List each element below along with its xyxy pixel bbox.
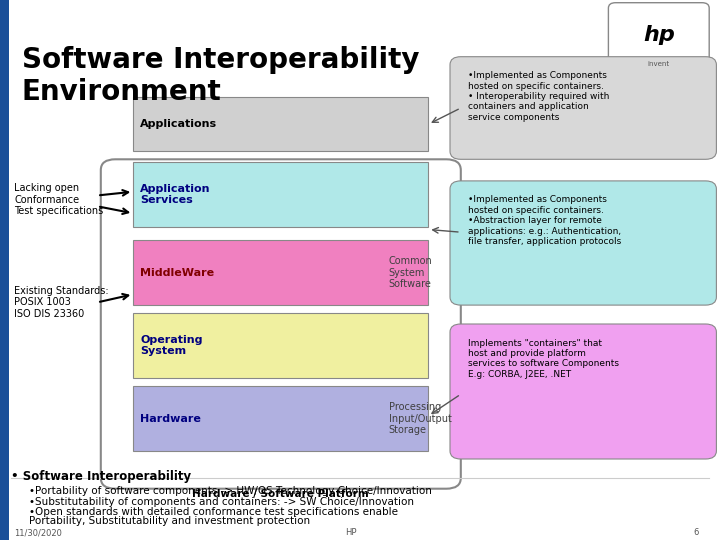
Text: Hardware: Hardware — [140, 414, 202, 423]
Text: •Portability of software components -> HW/OS Technology Choice/Innovation: •Portability of software components -> H… — [29, 485, 432, 496]
FancyBboxPatch shape — [133, 240, 428, 305]
FancyBboxPatch shape — [450, 324, 716, 459]
Text: Processing
Input/Output
Storage: Processing Input/Output Storage — [389, 402, 451, 435]
FancyBboxPatch shape — [450, 181, 716, 305]
FancyBboxPatch shape — [133, 386, 428, 451]
FancyBboxPatch shape — [0, 0, 9, 540]
Text: Lacking open
Conformance
Test specifications: Lacking open Conformance Test specificat… — [14, 183, 104, 217]
Text: • Software Interoperability: • Software Interoperability — [11, 470, 191, 483]
Text: invent: invent — [648, 60, 670, 67]
Text: 6: 6 — [693, 528, 698, 537]
FancyBboxPatch shape — [133, 162, 428, 227]
Text: Operating
System: Operating System — [140, 335, 203, 356]
Text: Hardware / Software Platform: Hardware / Software Platform — [192, 489, 369, 499]
Text: Application
Services: Application Services — [140, 184, 211, 205]
Text: •Implemented as Components
hosted on specific containers.
•Abstraction layer for: •Implemented as Components hosted on spe… — [468, 195, 621, 246]
Text: Existing Standards:
POSIX 1003
ISO DIS 23360: Existing Standards: POSIX 1003 ISO DIS 2… — [14, 286, 109, 319]
Text: Software Interoperability
Environment: Software Interoperability Environment — [22, 46, 419, 106]
Text: Portability, Substitutability and investment protection: Portability, Substitutability and invest… — [29, 516, 310, 526]
Text: •Open standards with detailed conformance test specifications enable: •Open standards with detailed conformanc… — [29, 507, 397, 517]
FancyBboxPatch shape — [133, 313, 428, 378]
Text: HP: HP — [346, 528, 357, 537]
Text: hp: hp — [643, 25, 675, 45]
Text: Implements "containers" that
host and provide platform
services to software Comp: Implements "containers" that host and pr… — [468, 339, 619, 379]
Text: Common
System
Software: Common System Software — [389, 256, 433, 289]
FancyBboxPatch shape — [608, 3, 709, 76]
Text: 11/30/2020: 11/30/2020 — [14, 528, 62, 537]
FancyBboxPatch shape — [133, 97, 428, 151]
FancyBboxPatch shape — [450, 57, 716, 159]
Text: •Implemented as Components
hosted on specific containers.
• Interoperability req: •Implemented as Components hosted on spe… — [468, 71, 609, 122]
Text: MiddleWare: MiddleWare — [140, 268, 215, 278]
Text: Applications: Applications — [140, 119, 217, 129]
Text: •Substitutability of components and containers: -> SW Choice/Innovation: •Substitutability of components and cont… — [29, 496, 414, 507]
